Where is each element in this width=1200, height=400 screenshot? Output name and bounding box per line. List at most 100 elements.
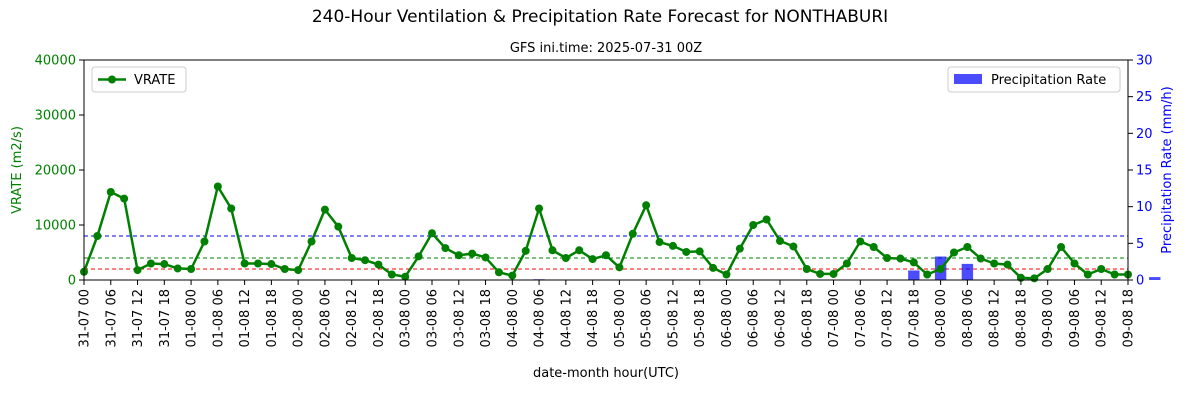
vrate-point [347, 254, 356, 262]
y-right-tick-label: 0 [1136, 274, 1144, 289]
x-tick-label: 07-08 12 [881, 289, 896, 347]
x-tick-label: 06-08 18 [800, 289, 815, 347]
vrate-point [896, 254, 905, 263]
legend-precipitation: Precipitation Rate [947, 66, 1121, 93]
vrate-point [762, 215, 771, 224]
y-right-tick-label: 20 [1136, 127, 1153, 142]
y-right-tick-label: 5 [1136, 237, 1144, 252]
vrate-point [146, 259, 155, 268]
x-tick-label: 01-08 06 [211, 289, 226, 347]
x-tick-label: 02-08 18 [372, 289, 387, 347]
precipitation-bar [908, 270, 920, 280]
vrate-point [936, 265, 945, 273]
vrate-point [561, 254, 570, 262]
vrate-point [1070, 259, 1079, 268]
vrate-point [374, 260, 383, 269]
legend-vrate-label: VRATE [134, 73, 175, 88]
vrate-point [361, 256, 370, 265]
vrate-point [494, 268, 503, 277]
y-left-tick-label: 30000 [35, 109, 76, 124]
x-tick-label: 01-08 18 [265, 289, 280, 347]
x-tick-label: 08-08 06 [961, 289, 976, 347]
vrate-point [990, 259, 999, 268]
vrate-point [869, 243, 878, 251]
x-tick-label: 07-08 06 [854, 289, 869, 347]
vrate-point [842, 259, 851, 268]
y-left-tick-label: 0 [68, 274, 76, 289]
vrate-point [280, 265, 289, 273]
vrate-point [602, 251, 610, 260]
precipitation-bar [961, 263, 974, 280]
x-tick-label: 08-08 00 [934, 289, 949, 347]
vrate-point [160, 260, 169, 269]
vrate-point [628, 229, 637, 238]
vrate-point [254, 259, 262, 268]
legend-vrate-marker [108, 75, 116, 84]
vrate-point [909, 258, 918, 267]
vrate-point [173, 264, 182, 273]
vrate-point [401, 272, 410, 281]
x-tick-label: 04-08 00 [506, 289, 521, 347]
y-right-tick-label: 15 [1136, 164, 1153, 179]
x-tick-label: 03-08 00 [399, 289, 414, 347]
vrate-point [454, 251, 463, 260]
vrate-point [294, 266, 303, 275]
x-tick-label: 04-08 18 [586, 289, 601, 347]
vrate-point [883, 254, 892, 262]
vrate-point [535, 204, 544, 213]
vrate-point [695, 247, 704, 256]
x-tick-label: 04-08 12 [559, 289, 574, 347]
vrate-point [468, 249, 477, 258]
vrate-series [80, 182, 1132, 283]
vrate-point [789, 242, 798, 251]
vrate-point [735, 244, 744, 253]
x-tick-label: 06-08 12 [774, 289, 789, 347]
vrate-point [963, 243, 972, 251]
y-axis-label-left: VRATE (m2/s) [10, 126, 25, 214]
x-tick-label: 07-08 00 [827, 289, 842, 347]
y-left-tick-label: 40000 [35, 54, 76, 69]
vrate-point [923, 270, 932, 279]
vrate-point [816, 269, 825, 278]
vrate-point [856, 237, 865, 246]
x-tick-label: 31-07 12 [131, 289, 146, 347]
vrate-point [227, 204, 236, 213]
x-tick-label: 09-08 00 [1041, 289, 1056, 347]
vrate-point [588, 255, 597, 264]
x-tick-label: 09-08 12 [1095, 289, 1110, 347]
vrate-point [508, 271, 517, 280]
vrate-point [320, 205, 329, 214]
x-tick-label: 05-08 12 [666, 289, 681, 347]
vrate-point [829, 269, 838, 278]
x-tick-label: 31-07 06 [104, 289, 119, 347]
chart-subtitle: GFS ini.time: 2025-07-31 00Z [510, 41, 702, 56]
vrate-point [428, 229, 436, 238]
precipitation-bar [1149, 277, 1161, 280]
vrate-point [106, 188, 115, 196]
x-tick-label: 03-08 18 [479, 289, 494, 347]
vrate-point [1003, 260, 1012, 269]
vrate-point [950, 248, 958, 257]
x-tick-label: 05-08 06 [640, 289, 655, 347]
axes: 0 10000 20000 30000 40000 0 5 10 15 20 25 30 31-07 0… [35, 54, 1153, 348]
x-tick-label: 09-08 18 [1122, 289, 1137, 347]
vrate-point [548, 246, 557, 255]
vrate-point [200, 237, 209, 246]
vrate-point [668, 241, 677, 250]
vrate-point [1030, 274, 1039, 283]
vrate-point [749, 221, 758, 229]
vrate-point [575, 246, 584, 255]
x-tick-label: 01-08 12 [238, 289, 253, 347]
vrate-point [307, 237, 316, 246]
chart-title: 240-Hour Ventilation & Precipitation Rat… [312, 7, 888, 27]
x-tick-label: 05-08 18 [693, 289, 708, 347]
vrate-point [1083, 270, 1092, 279]
vrate-point [240, 259, 249, 268]
y-right-tick-label: 30 [1136, 54, 1153, 69]
vrate-point [521, 246, 530, 255]
legend-precipitation-label: Precipitation Rate [991, 73, 1106, 88]
vrate-point [441, 244, 450, 253]
x-tick-label: 05-08 00 [613, 289, 628, 347]
x-tick-label: 03-08 12 [452, 289, 467, 347]
vrate-point [387, 270, 396, 279]
